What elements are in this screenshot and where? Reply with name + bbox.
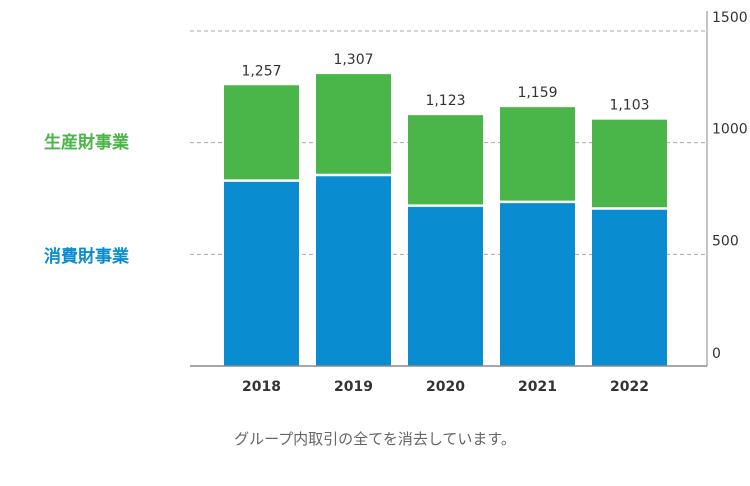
total-label-2020: 1,123	[425, 93, 465, 109]
bar-consumer-2019	[316, 175, 391, 366]
bar-consumer-2018	[224, 180, 299, 366]
bar-industrial-2020	[408, 115, 483, 206]
y-tick-label: 1000	[712, 122, 748, 138]
x-tick-label-2018: 2018	[242, 379, 281, 395]
total-label-2019: 1,307	[333, 52, 373, 68]
bar-consumer-2022	[592, 208, 667, 366]
total-label-2018: 1,257	[241, 63, 281, 79]
bar-industrial-2021	[500, 107, 575, 202]
bar-industrial-2019	[316, 74, 391, 176]
legend-label-industrial: 生産財事業	[44, 133, 129, 153]
total-label-2021: 1,159	[517, 85, 557, 101]
footnote: グループ内取引の全てを消去しています。	[234, 430, 516, 448]
y-tick-label: 500	[712, 233, 739, 249]
legend-label-consumer: 消費財事業	[44, 247, 129, 267]
bars	[224, 74, 667, 366]
bar-consumer-2020	[408, 205, 483, 366]
x-tick-label-2021: 2021	[518, 379, 557, 395]
bar-consumer-2021	[500, 201, 575, 366]
x-tick-label-2022: 2022	[610, 379, 649, 395]
x-tick-label-2019: 2019	[334, 379, 373, 395]
labels: 0 500 1000 1500 1,257 2018 1,307 2019 1,123 2020 1…	[241, 10, 747, 395]
bar-industrial-2022	[592, 119, 667, 209]
x-tick-label-2020: 2020	[426, 379, 465, 395]
y-tick-label: 0	[712, 346, 721, 362]
axes	[190, 11, 708, 367]
total-label-2022: 1,103	[609, 98, 649, 114]
bar-industrial-2018	[224, 85, 299, 181]
y-tick-label: 1500	[712, 10, 748, 26]
